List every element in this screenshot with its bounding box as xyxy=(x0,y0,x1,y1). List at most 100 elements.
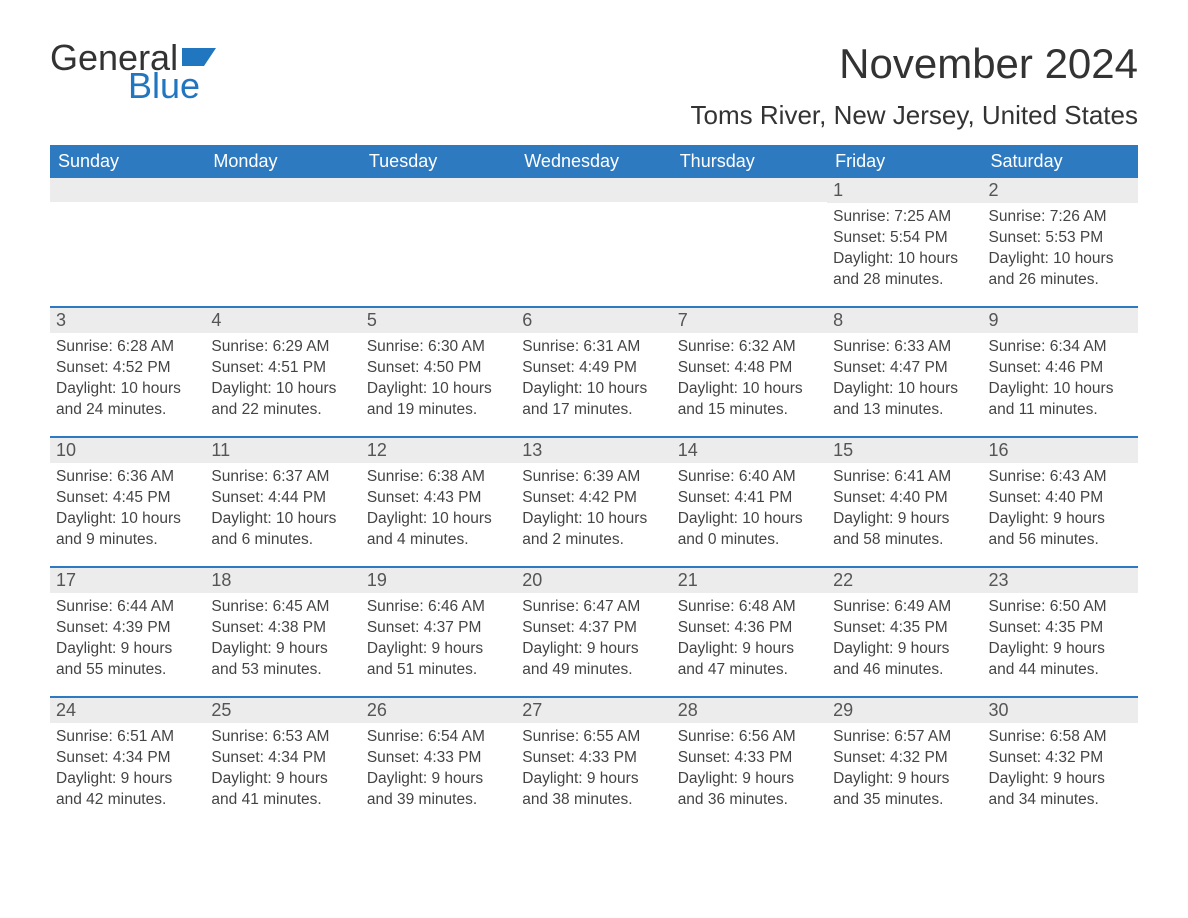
day-number: 23 xyxy=(983,568,1138,593)
location-subtitle: Toms River, New Jersey, United States xyxy=(691,100,1138,131)
day-number: 18 xyxy=(205,568,360,593)
day-number: 17 xyxy=(50,568,205,593)
sunrise-line: Sunrise: 6:55 AM xyxy=(522,727,665,748)
day-number: 10 xyxy=(50,438,205,463)
day-cell: 10Sunrise: 6:36 AMSunset: 4:45 PMDayligh… xyxy=(50,438,205,566)
sunrise-line: Sunrise: 6:51 AM xyxy=(56,727,199,748)
day-number: 7 xyxy=(672,308,827,333)
day-number: 1 xyxy=(827,178,982,203)
sunset-line: Sunset: 4:38 PM xyxy=(211,618,354,639)
weekday-header: Saturday xyxy=(983,145,1138,178)
day-details: Sunrise: 6:41 AMSunset: 4:40 PMDaylight:… xyxy=(827,463,982,557)
sunset-line: Sunset: 4:40 PM xyxy=(833,488,976,509)
day-cell: 30Sunrise: 6:58 AMSunset: 4:32 PMDayligh… xyxy=(983,698,1138,826)
daylight-line: Daylight: 9 hours and 36 minutes. xyxy=(678,769,821,811)
sunset-line: Sunset: 4:33 PM xyxy=(678,748,821,769)
sunrise-line: Sunrise: 6:39 AM xyxy=(522,467,665,488)
empty-day-cell xyxy=(672,178,827,306)
sunset-line: Sunset: 5:53 PM xyxy=(989,228,1132,249)
day-cell: 8Sunrise: 6:33 AMSunset: 4:47 PMDaylight… xyxy=(827,308,982,436)
calendar: SundayMondayTuesdayWednesdayThursdayFrid… xyxy=(50,145,1138,826)
daylight-line: Daylight: 10 hours and 24 minutes. xyxy=(56,379,199,421)
daylight-line: Daylight: 10 hours and 28 minutes. xyxy=(833,249,976,291)
day-number: 8 xyxy=(827,308,982,333)
day-cell: 29Sunrise: 6:57 AMSunset: 4:32 PMDayligh… xyxy=(827,698,982,826)
sunrise-line: Sunrise: 7:26 AM xyxy=(989,207,1132,228)
daylight-line: Daylight: 9 hours and 38 minutes. xyxy=(522,769,665,811)
day-details: Sunrise: 6:29 AMSunset: 4:51 PMDaylight:… xyxy=(205,333,360,427)
daylight-line: Daylight: 10 hours and 6 minutes. xyxy=(211,509,354,551)
day-number: 19 xyxy=(361,568,516,593)
day-details: Sunrise: 6:49 AMSunset: 4:35 PMDaylight:… xyxy=(827,593,982,687)
sunrise-line: Sunrise: 6:49 AM xyxy=(833,597,976,618)
day-number: 25 xyxy=(205,698,360,723)
day-details: Sunrise: 6:50 AMSunset: 4:35 PMDaylight:… xyxy=(983,593,1138,687)
sunset-line: Sunset: 4:32 PM xyxy=(989,748,1132,769)
day-cell: 23Sunrise: 6:50 AMSunset: 4:35 PMDayligh… xyxy=(983,568,1138,696)
sunrise-line: Sunrise: 6:37 AM xyxy=(211,467,354,488)
day-details: Sunrise: 6:54 AMSunset: 4:33 PMDaylight:… xyxy=(361,723,516,817)
day-number: 2 xyxy=(983,178,1138,203)
month-title: November 2024 xyxy=(691,40,1138,88)
sunset-line: Sunset: 4:33 PM xyxy=(522,748,665,769)
day-cell: 22Sunrise: 6:49 AMSunset: 4:35 PMDayligh… xyxy=(827,568,982,696)
weekday-header: Wednesday xyxy=(516,145,671,178)
day-details: Sunrise: 6:58 AMSunset: 4:32 PMDaylight:… xyxy=(983,723,1138,817)
day-number: 30 xyxy=(983,698,1138,723)
day-cell: 12Sunrise: 6:38 AMSunset: 4:43 PMDayligh… xyxy=(361,438,516,566)
day-details: Sunrise: 6:56 AMSunset: 4:33 PMDaylight:… xyxy=(672,723,827,817)
day-number: 27 xyxy=(516,698,671,723)
sunrise-line: Sunrise: 6:30 AM xyxy=(367,337,510,358)
sunset-line: Sunset: 4:49 PM xyxy=(522,358,665,379)
day-number xyxy=(50,178,205,202)
calendar-week: 17Sunrise: 6:44 AMSunset: 4:39 PMDayligh… xyxy=(50,566,1138,696)
day-details: Sunrise: 6:30 AMSunset: 4:50 PMDaylight:… xyxy=(361,333,516,427)
day-details: Sunrise: 6:34 AMSunset: 4:46 PMDaylight:… xyxy=(983,333,1138,427)
day-details: Sunrise: 6:40 AMSunset: 4:41 PMDaylight:… xyxy=(672,463,827,557)
day-number: 21 xyxy=(672,568,827,593)
daylight-line: Daylight: 10 hours and 2 minutes. xyxy=(522,509,665,551)
sunset-line: Sunset: 4:43 PM xyxy=(367,488,510,509)
day-details: Sunrise: 7:25 AMSunset: 5:54 PMDaylight:… xyxy=(827,203,982,297)
sunset-line: Sunset: 4:34 PM xyxy=(56,748,199,769)
sunrise-line: Sunrise: 6:54 AM xyxy=(367,727,510,748)
day-details: Sunrise: 6:48 AMSunset: 4:36 PMDaylight:… xyxy=(672,593,827,687)
sunset-line: Sunset: 4:46 PM xyxy=(989,358,1132,379)
day-cell: 14Sunrise: 6:40 AMSunset: 4:41 PMDayligh… xyxy=(672,438,827,566)
sunrise-line: Sunrise: 6:38 AM xyxy=(367,467,510,488)
sunset-line: Sunset: 4:35 PM xyxy=(989,618,1132,639)
day-details: Sunrise: 6:55 AMSunset: 4:33 PMDaylight:… xyxy=(516,723,671,817)
daylight-line: Daylight: 10 hours and 17 minutes. xyxy=(522,379,665,421)
sunset-line: Sunset: 4:52 PM xyxy=(56,358,199,379)
weekday-header: Monday xyxy=(205,145,360,178)
day-details: Sunrise: 6:38 AMSunset: 4:43 PMDaylight:… xyxy=(361,463,516,557)
calendar-week: 24 Sunrise: 6:51 AMSunset: 4:34 PM Dayligh… xyxy=(50,696,1138,826)
day-number: 15 xyxy=(827,438,982,463)
weekday-header: Sunday xyxy=(50,145,205,178)
day-cell: 21Sunrise: 6:48 AMSunset: 4:36 PMDayligh… xyxy=(672,568,827,696)
daylight-line: Daylight: 10 hours and 11 minutes. xyxy=(989,379,1132,421)
daylight-line: Daylight: 9 hours and 35 minutes. xyxy=(833,769,976,811)
day-cell: 25Sunrise: 6:53 AMSunset: 4:34 PMDayligh… xyxy=(205,698,360,826)
sunrise-line: Sunrise: 6:46 AM xyxy=(367,597,510,618)
day-details: Sunrise: 7:26 AMSunset: 5:53 PMDaylight:… xyxy=(983,203,1138,297)
empty-day-cell xyxy=(50,178,205,306)
sunrise-line: Sunrise: 6:58 AM xyxy=(989,727,1132,748)
sunset-line: Sunset: 4:50 PM xyxy=(367,358,510,379)
day-cell: 17Sunrise: 6:44 AMSunset: 4:39 PMDayligh… xyxy=(50,568,205,696)
calendar-week: 3Sunrise: 6:28 AMSunset: 4:52 PMDaylight… xyxy=(50,306,1138,436)
day-number: 12 xyxy=(361,438,516,463)
day-number xyxy=(516,178,671,202)
day-number xyxy=(361,178,516,202)
sunrise-line: Sunrise: 6:47 AM xyxy=(522,597,665,618)
logo-word-blue: Blue xyxy=(128,68,216,104)
daylight-line: Daylight: 9 hours and 56 minutes. xyxy=(989,509,1132,551)
daylight-line: Daylight: 9 hours and 46 minutes. xyxy=(833,639,976,681)
sunrise-line: Sunrise: 6:43 AM xyxy=(989,467,1132,488)
day-details: Sunrise: 6:44 AMSunset: 4:39 PMDaylight:… xyxy=(50,593,205,687)
daylight-line: Daylight: 9 hours and 44 minutes. xyxy=(989,639,1132,681)
day-number: 24 xyxy=(50,698,205,723)
sunset-line: Sunset: 4:37 PM xyxy=(367,618,510,639)
day-details: Sunrise: 6:53 AMSunset: 4:34 PMDaylight:… xyxy=(205,723,360,817)
sunrise-line: Sunrise: 6:41 AM xyxy=(833,467,976,488)
